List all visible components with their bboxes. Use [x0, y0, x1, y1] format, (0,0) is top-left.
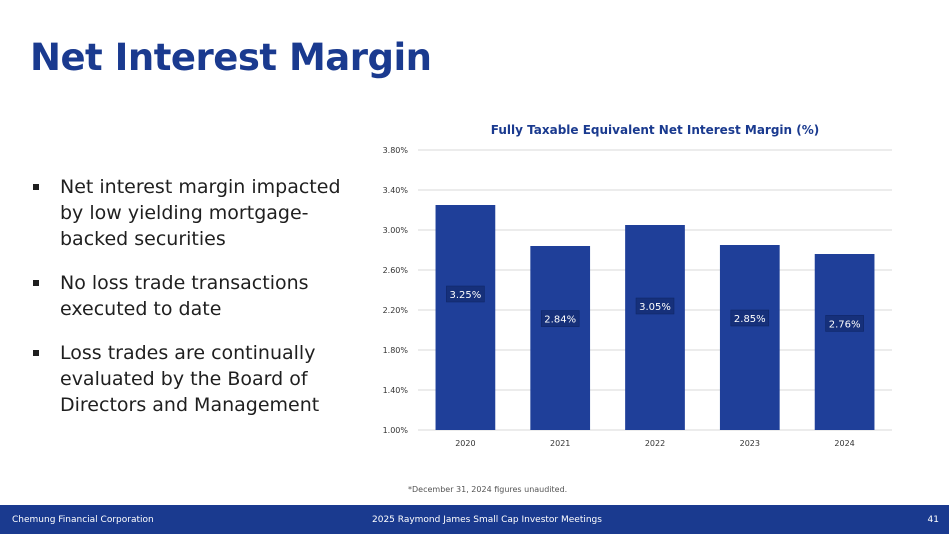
x-tick-label: 2024 — [834, 439, 854, 448]
bar — [625, 225, 685, 430]
nim-bar-chart: Fully Taxable Equivalent Net Interest Ma… — [383, 123, 892, 448]
y-tick-label: 3.80% — [383, 146, 409, 155]
bullet-list: Net interest margin impacted by low yiel… — [30, 174, 360, 436]
y-tick-label: 1.00% — [383, 426, 409, 435]
data-label-box — [730, 309, 770, 327]
data-label: 2.76% — [829, 319, 861, 330]
y-tick-label: 3.00% — [383, 226, 409, 235]
bullet-text: Loss trades are continually evaluated by… — [60, 342, 320, 416]
footer-company: Chemung Financial Corporation — [12, 515, 154, 525]
data-label: 3.05% — [639, 302, 671, 313]
bullet-item: Loss trades are continually evaluated by… — [30, 340, 360, 418]
y-tick-label: 2.20% — [383, 306, 409, 315]
x-tick-label: 2023 — [740, 439, 760, 448]
footer-event: 2025 Raymond James Small Cap Investor Me… — [372, 515, 602, 525]
bar — [530, 246, 591, 430]
square-bullet-icon — [33, 350, 39, 356]
footnote: *December 31, 2024 figures unaudited. — [408, 485, 568, 494]
data-label-box — [540, 310, 580, 327]
x-tick-label: 2020 — [455, 439, 475, 448]
data-label: 3.25% — [450, 290, 482, 301]
footer-bar: Chemung Financial Corporation 2025 Raymo… — [0, 505, 949, 534]
x-tick-label: 2021 — [550, 439, 570, 448]
data-label-box — [446, 285, 485, 303]
data-label-box — [825, 315, 864, 332]
bar — [814, 254, 875, 430]
y-tick-label: 3.40% — [383, 186, 409, 195]
data-label-box — [635, 297, 675, 315]
y-tick-label: 1.80% — [383, 346, 409, 355]
bar — [435, 205, 496, 430]
bullet-text: No loss trade transactions executed to d… — [60, 272, 309, 320]
bullet-item: Net interest margin impacted by low yiel… — [30, 174, 360, 252]
y-tick-label: 2.60% — [383, 266, 409, 275]
page-number: 41 — [927, 515, 939, 525]
data-label: 2.84% — [544, 315, 576, 326]
square-bullet-icon — [33, 184, 39, 190]
y-tick-label: 1.40% — [383, 386, 409, 395]
bar — [719, 245, 780, 430]
bullet-text: Net interest margin impacted by low yiel… — [60, 176, 341, 250]
chart-title: Fully Taxable Equivalent Net Interest Ma… — [491, 123, 820, 137]
square-bullet-icon — [33, 280, 39, 286]
page-title: Net Interest Margin — [30, 36, 432, 79]
bullet-item: No loss trade transactions executed to d… — [30, 270, 360, 322]
data-label: 2.85% — [734, 314, 766, 325]
x-tick-label: 2022 — [645, 439, 665, 448]
